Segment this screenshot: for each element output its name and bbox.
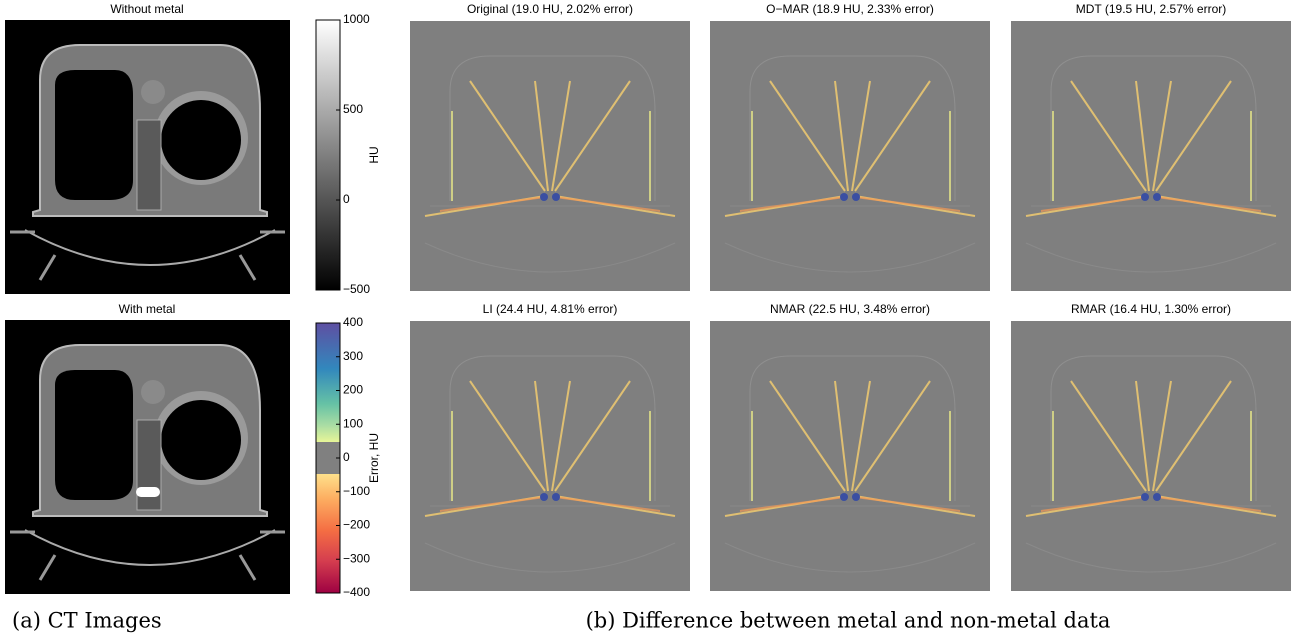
tick-label: −500 xyxy=(343,282,370,296)
tick-label: 400 xyxy=(343,315,363,329)
tick-label: −200 xyxy=(343,518,370,532)
difference-image xyxy=(1011,20,1291,292)
panel-title: With metal xyxy=(119,302,176,316)
caption: (b) Difference between metal and non-met… xyxy=(586,609,1111,633)
difference-image xyxy=(410,20,690,292)
tick-label: −400 xyxy=(343,585,370,599)
difference-image xyxy=(710,20,990,292)
tick-label: −100 xyxy=(343,484,370,498)
tick-label: −300 xyxy=(343,551,370,565)
difference-image xyxy=(710,320,990,592)
panel-title: MDT (19.5 HU, 2.57% error) xyxy=(1076,2,1227,16)
tick-label: 100 xyxy=(343,416,363,430)
colorbar-label: Error, HU xyxy=(367,433,381,483)
difference-image xyxy=(1011,320,1291,592)
colorbar-label: HU xyxy=(367,146,381,163)
difference-image xyxy=(410,320,690,592)
panel-title: O−MAR (18.9 HU, 2.33% error) xyxy=(766,2,934,16)
panel-title: NMAR (22.5 HU, 3.48% error) xyxy=(770,302,930,316)
caption: (a) CT Images xyxy=(12,609,162,633)
tick-label: 200 xyxy=(343,383,363,397)
tick-label: 500 xyxy=(343,102,363,116)
panel-title: Original (19.0 HU, 2.02% error) xyxy=(467,2,633,16)
colorbar xyxy=(315,19,341,291)
tick-label: 0 xyxy=(343,192,350,206)
panel-title: Without metal xyxy=(110,2,183,16)
tick-label: 300 xyxy=(343,349,363,363)
tick-label: 1000 xyxy=(343,12,370,26)
tick-label: 0 xyxy=(343,450,350,464)
panel-title: RMAR (16.4 HU, 1.30% error) xyxy=(1071,302,1231,316)
panel-title: LI (24.4 HU, 4.81% error) xyxy=(483,302,618,316)
